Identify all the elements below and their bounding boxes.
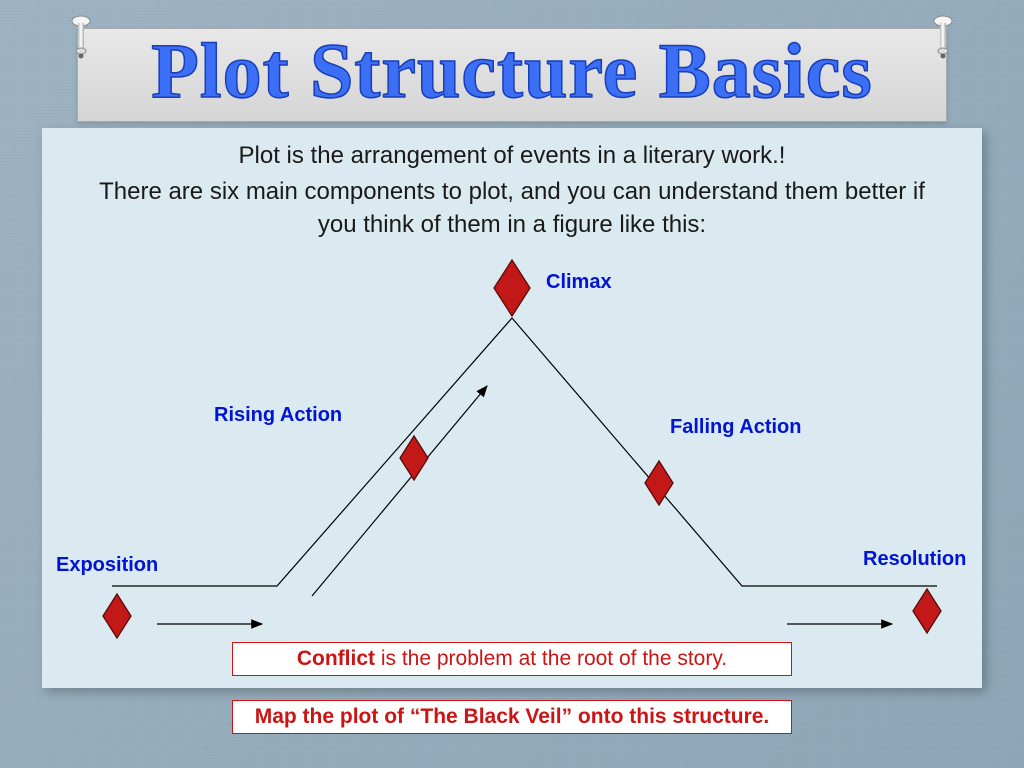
pushpin-icon [932,14,954,60]
label-exposition: Exposition [56,554,158,577]
diamond-exposition-icon [103,594,131,638]
intro-text: Plot is the arrangement of events in a l… [42,128,982,241]
pushpin-icon [70,14,92,60]
intro-line-2: There are six main components to plot, a… [82,176,942,241]
diamond-falling-icon [645,461,673,505]
conflict-bold: Conflict [297,647,375,670]
content-panel: Plot is the arrangement of events in a l… [42,128,982,688]
label-resolution: Resolution [863,548,966,571]
label-rising-action: Rising Action [214,404,342,427]
plot-diagram-svg [42,246,982,646]
intro-line-1: Plot is the arrangement of events in a l… [82,140,942,172]
label-falling-action: Falling Action [670,416,801,439]
diamond-resolution-icon [913,589,941,633]
diamond-climax-icon [494,260,530,316]
label-climax: Climax [546,271,612,294]
slide-title: Plot Structure Basics [151,32,872,110]
conflict-callout: Conflict is the problem at the root of t… [232,642,792,676]
instruction-callout: Map the plot of “The Black Veil” onto th… [232,700,792,734]
title-banner: Plot Structure Basics [77,28,947,122]
conflict-rest: is the problem at the root of the story. [375,647,727,670]
diamond-rising-icon [400,436,428,480]
plot-diagram: Exposition Rising Action Climax Falling … [42,246,982,638]
